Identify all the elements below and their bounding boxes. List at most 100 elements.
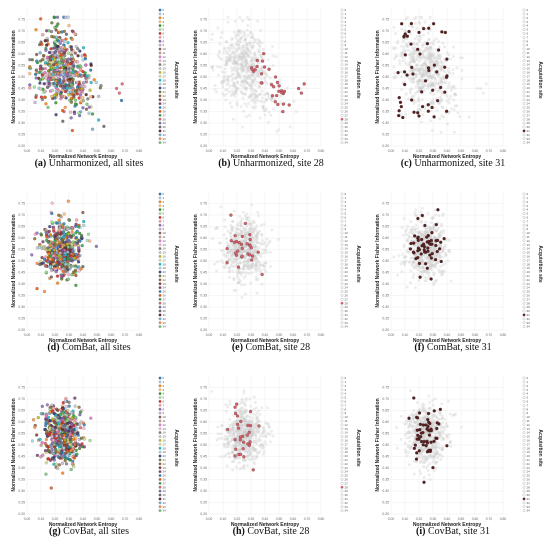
background-point (420, 232, 424, 236)
legend-site-label: 31 (527, 129, 531, 133)
legend-site-label: 13 (527, 59, 531, 63)
data-point (63, 51, 67, 55)
background-point (432, 100, 436, 104)
data-point (48, 444, 52, 448)
background-point (261, 104, 265, 108)
panel-c: 0.00 0.10 0.20 0.30 0.40 0.50 0.60 0.70 0.80 0.20… (364, 4, 546, 174)
legend-marker (158, 505, 162, 509)
legend-site-label: 28 (345, 117, 349, 121)
background-point (437, 234, 441, 238)
legend-marker (522, 301, 526, 305)
background-point (243, 243, 247, 247)
legend-marker (158, 106, 162, 109)
background-point (431, 224, 435, 228)
background-point (275, 130, 279, 134)
background-point (245, 48, 249, 52)
background-point (221, 261, 225, 265)
data-point (69, 82, 73, 87)
background-point (396, 273, 400, 277)
highlight-point (262, 65, 267, 69)
background-point (401, 260, 405, 264)
background-point (430, 263, 434, 267)
data-point (56, 71, 60, 75)
background-point (245, 45, 249, 49)
legend-marker (158, 407, 162, 411)
legend-site-label: 34 (163, 325, 167, 329)
x-tick-label: 0.30 (430, 333, 437, 337)
background-point (429, 52, 433, 56)
background-point (231, 258, 235, 262)
data-point (84, 93, 88, 97)
background-point (407, 76, 411, 80)
background-point (262, 262, 266, 266)
background-point (246, 249, 250, 253)
background-point (451, 85, 455, 89)
legend-site-label: 20 (527, 270, 531, 274)
background-point (247, 267, 251, 271)
background-point (412, 94, 416, 98)
data-point (81, 264, 85, 269)
background-point (249, 226, 253, 230)
legend-marker (158, 235, 162, 239)
x-tick-label: 0.50 (276, 333, 283, 337)
legend-site-label: 30 (163, 309, 167, 313)
background-point (429, 46, 433, 50)
data-point (71, 87, 75, 91)
background-point (244, 115, 248, 119)
background-point (401, 253, 405, 257)
background-point (406, 250, 410, 254)
background-point (266, 74, 270, 78)
background-point (428, 45, 432, 49)
legend-marker (158, 223, 162, 227)
background-point (423, 230, 427, 234)
legend-marker (522, 141, 526, 145)
background-point (225, 63, 229, 67)
caption-text: Unharmonized, site 28 (230, 158, 324, 169)
background-point (417, 98, 421, 102)
background-point (437, 236, 441, 240)
legend-marker (522, 109, 526, 113)
data-point (62, 235, 66, 239)
highlight-point (417, 30, 421, 35)
background-point (248, 240, 252, 244)
highlight-point (416, 111, 420, 115)
legend-title: Acquisition site (173, 61, 179, 98)
background-point (421, 72, 425, 76)
background-point (414, 67, 418, 71)
background-point (262, 93, 266, 97)
legend-marker (522, 192, 526, 196)
data-point (92, 78, 96, 82)
background-point (256, 19, 260, 23)
background-point (424, 220, 428, 224)
background-point (237, 62, 241, 66)
background-point (430, 83, 434, 87)
legend-marker (522, 317, 526, 321)
background-point (410, 263, 414, 267)
highlight-point (296, 86, 301, 91)
data-point (69, 448, 73, 452)
data-point (50, 51, 54, 55)
y-tick-label: 0.45 (200, 87, 207, 91)
background-point (232, 72, 236, 76)
background-point (238, 41, 242, 45)
background-point (434, 254, 438, 258)
data-point (60, 441, 65, 445)
legend-marker (158, 481, 162, 485)
background-point (251, 32, 255, 36)
data-point (47, 449, 51, 453)
legend-marker (340, 20, 344, 24)
y-tick-label: 0.70 (382, 29, 389, 33)
background-point (223, 70, 227, 74)
background-point (435, 90, 439, 94)
x-tick-label: 0.40 (262, 333, 269, 337)
legend-marker (158, 403, 162, 407)
legend-marker (340, 266, 344, 270)
background-point (234, 257, 238, 261)
data-point (35, 286, 39, 291)
data-point (42, 54, 46, 58)
highlight-point (420, 213, 424, 218)
background-point (255, 95, 259, 99)
data-point (35, 52, 39, 57)
data-point (57, 445, 61, 449)
background-point (256, 277, 260, 281)
